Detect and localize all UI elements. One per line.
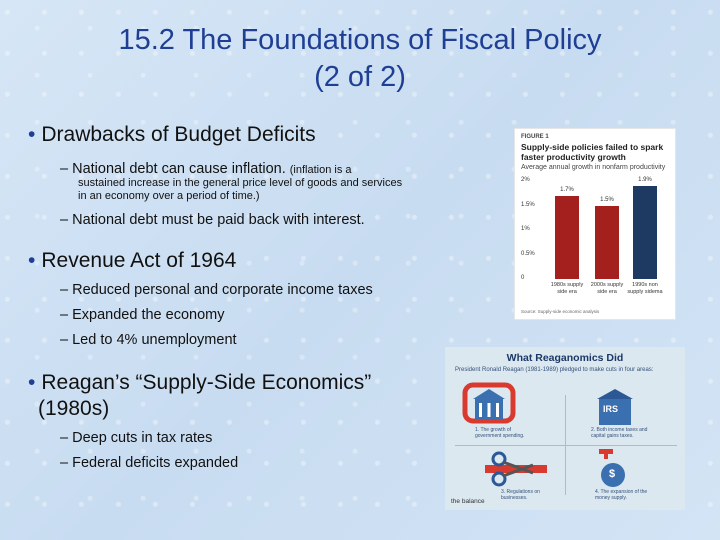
chart-subtitle: Average annual growth in nonfarm product… [521,164,666,171]
money-supply-icon [599,449,625,487]
irs-building-icon [597,389,633,425]
reaganomics-infographic: What Reaganomics Did President Ronald Re… [445,347,685,510]
caption-regulations: 3. Regulations on businesses. [501,489,540,501]
sub-bullet-inflation: – National debt can cause inflation. (in… [60,160,352,178]
bullet-drawbacks-text: Drawbacks of Budget Deficits [41,123,316,146]
chart-y-tick: 1.5% [521,201,535,208]
dash: – [60,212,69,228]
sub-bullet-interest-text: National debt must be paid back with int… [72,212,365,228]
sub-bullet-interest: – National debt must be paid back with i… [60,211,365,229]
sub-bullet-tax-cuts: – Deep cuts in tax rates [60,429,212,447]
government-clamp-icon [462,382,516,424]
the-balance-logo: the balance [451,498,485,505]
caption-taxes: 2. Both income taxes and capital gains t… [591,427,648,439]
chart-x-label: 2000s supply side era [590,282,624,295]
bullet-dot: • [28,123,36,146]
sub-bullet-reduced-taxes-text: Reduced personal and corporate income ta… [72,282,373,298]
bullet-reagan: • Reagan’s “Supply-Side Economics” (1980s… [28,370,371,422]
chart-bar-value-label: 1.5% [600,196,614,203]
chart-title: Supply-side policies failed to spark fas… [521,142,664,162]
bullet-drawbacks: • Drawbacks of Budget Deficits [28,122,316,148]
caption-money-supply: 4. The expansion of the money supply. [595,489,648,501]
inflation-definition-a: (inflation is a [289,164,352,176]
sub-bullet-expanded-economy-text: Expanded the economy [72,307,225,323]
bullet-dot: • [28,371,36,394]
chart-bar [595,205,619,279]
slide-title: 15.2 The Foundations of Fiscal Policy (2… [40,22,680,96]
title-line-1: 15.2 The Foundations of Fiscal Policy [118,24,602,56]
dash: – [60,332,69,348]
chart-bar-value-label: 1.7% [560,186,574,193]
infographic-title: What Reaganomics Did [506,352,624,364]
dash: – [60,430,69,446]
sub-bullet-inflation-text: National debt can cause inflation. [72,161,286,177]
caption-spending: 1. The growth of government spending. [475,427,525,439]
chart-bar [633,185,657,279]
sub-bullet-unemployment: – Led to 4% unemployment [60,331,237,349]
bullet-revenue-act: • Revenue Act of 1964 [28,248,236,274]
irs-label: IRS [603,404,619,414]
divider [455,445,677,446]
sub-bullet-unemployment-text: Led to 4% unemployment [72,332,237,348]
chart-y-tick: 0 [521,275,525,281]
chart-x-label: 1990s non supply sidema [627,282,663,295]
productivity-chart: FIGURE 1 Supply-side policies failed to … [514,128,676,320]
scissors-red-tape-icon [485,451,547,487]
sub-bullet-deficits: – Federal deficits expanded [60,454,238,472]
bullet-revenue-act-text: Revenue Act of 1964 [41,249,237,272]
sub-bullet-deficits-text: Federal deficits expanded [72,455,239,471]
infographic-subtitle: President Ronald Reagan (1981-1989) pled… [455,367,654,373]
inflation-definition-b: sustained increase in the general price … [78,177,403,189]
inflation-definition: sustained increase in the general price … [78,177,458,203]
dash: – [60,307,69,323]
chart-y-tick: 2% [521,177,530,183]
chart-figure-tag: FIGURE 1 [521,134,549,140]
bullet-reagan-line1: Reagan’s “Supply-Side Economics” [41,371,372,394]
inflation-definition-c: in an economy over a period of time.) [78,190,260,202]
sub-bullet-expanded-economy: – Expanded the economy [60,306,224,324]
sub-bullet-reduced-taxes: – Reduced personal and corporate income … [60,281,373,299]
chart-x-label: 1980s supply side era [550,282,584,295]
dash: – [60,455,69,471]
chart-bar-value-label: 1.9% [638,176,652,183]
chart-y-tick: 0.5% [521,250,535,257]
title-line-2: (2 of 2) [314,61,406,93]
chart-source: Source: Supply-side economic analysis [521,309,600,314]
bullet-dot: • [28,249,36,272]
chart-bar [555,195,579,279]
chart-y-tick: 1% [521,226,530,232]
dollar-sign: $ [609,468,616,480]
dash: – [60,282,69,298]
sub-bullet-tax-cuts-text: Deep cuts in tax rates [72,430,213,446]
bullet-reagan-line2: (1980s) [38,397,110,420]
dash: – [60,161,69,177]
